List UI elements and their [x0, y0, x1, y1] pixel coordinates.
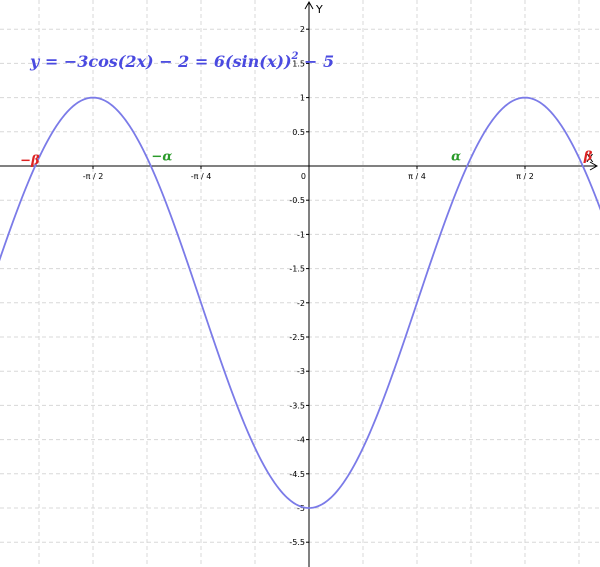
x-tick-label: -π / 4 [191, 172, 212, 181]
equation-part: − 5 [298, 52, 334, 71]
y-tick-label: 2 [300, 25, 305, 34]
y-tick-label: -0.5 [289, 196, 305, 205]
y-axis-arrow [304, 0, 314, 10]
x-tick-label: -π / 2 [83, 172, 104, 181]
angle-annotation: β [583, 150, 593, 165]
y-tick-label: -4 [297, 436, 305, 445]
x-axis-label: X [586, 152, 594, 165]
y-tick-label: -2.5 [289, 333, 305, 342]
angle-annotation: −α [151, 150, 172, 165]
y-tick-label: -1.5 [289, 265, 305, 274]
x-tick-label: π / 4 [408, 172, 426, 181]
equation-label: y = −3cos(2x) − 2 = 6(sin(x))2 − 5 [29, 51, 334, 71]
y-tick-label: -1 [297, 230, 305, 239]
equation-part: y = −3cos(2x) − 2 = 6(sin(x)) [29, 52, 292, 71]
angle-annotation: −β [20, 154, 40, 169]
y-tick-label: -2 [297, 299, 305, 308]
x-tick-label: 0 [301, 172, 306, 181]
y-axis-label: Y [315, 3, 323, 16]
angle-annotation: α [451, 150, 461, 165]
y-tick-label: 0.5 [292, 128, 305, 137]
y-tick-label: -5.5 [289, 538, 305, 547]
x-axis-arrow [589, 161, 599, 171]
annotations: −β −α α β [20, 150, 593, 169]
tick-labels: -5π / 4-π-3π / 4-π / 2-π / 40π / 4π / 23… [83, 25, 534, 547]
y-tick-label: 1 [300, 94, 305, 103]
y-tick-label: 1.5 [292, 59, 305, 68]
y-tick-label: -3.5 [289, 401, 305, 410]
y-tick-label: -5 [297, 504, 305, 513]
x-tick-label: π / 2 [516, 172, 534, 181]
curves [0, 96, 600, 509]
equation-exponent: 2 [291, 51, 299, 62]
function-curve [0, 96, 600, 509]
y-tick-label: -3 [297, 367, 305, 376]
y-tick-label: -4.5 [289, 470, 305, 479]
